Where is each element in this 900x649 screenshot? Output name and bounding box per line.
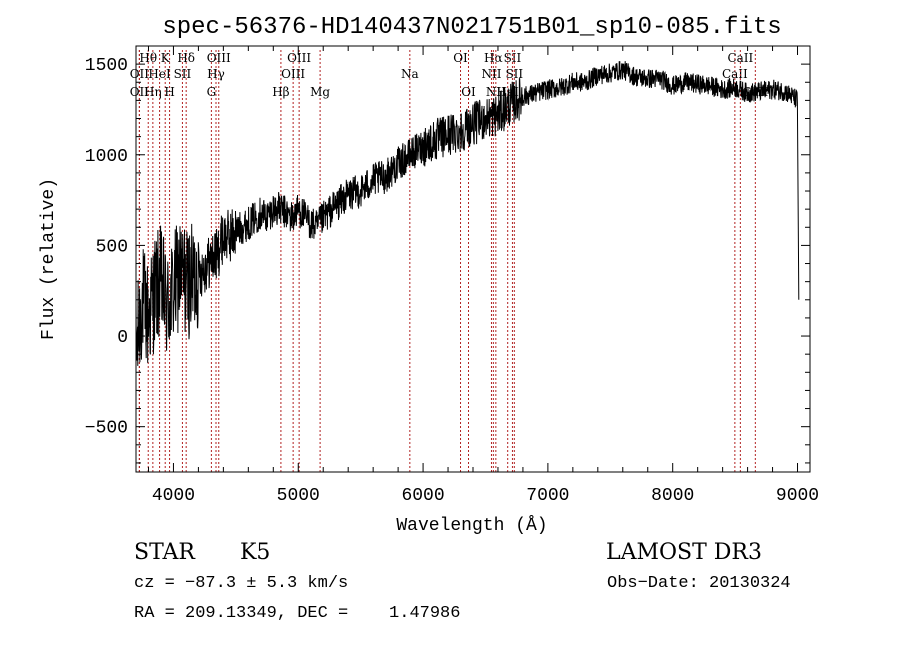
spectral-line-label: Hα — [484, 51, 503, 65]
y-tick-label: 1500 — [85, 56, 128, 76]
spectral-line-label: Na — [401, 67, 419, 81]
spectral-line-label: OIII — [281, 67, 305, 81]
spectral-line-label: CaII — [727, 51, 753, 65]
spectral-line-label: OI — [461, 85, 476, 99]
spectrum-line — [135, 61, 800, 366]
y-tick-label: 500 — [96, 237, 128, 257]
spectral-line-label: SII — [505, 67, 523, 81]
spectral-line-label: Hθ — [139, 51, 157, 65]
chart-title: spec-56376-HD140437N021751B01_sp10-085.f… — [162, 14, 781, 41]
x-tick-label: 8000 — [651, 486, 694, 506]
y-tick-label: 0 — [117, 328, 128, 348]
object-class: STAR — [134, 540, 195, 565]
spectral-line-label: SII — [504, 51, 522, 65]
spectral-line-label: K — [161, 51, 171, 65]
spectral-line-label: Hγ — [207, 67, 225, 81]
x-tick-label: 9000 — [776, 486, 819, 506]
spectral-line-markers: OIIOIIHθHηHeIKHSIIHδGHγOIIIHβOIIIOIIIMgN… — [130, 50, 768, 472]
x-tick-label: 7000 — [526, 486, 569, 506]
object-subclass: K5 — [240, 540, 271, 565]
survey-name: LAMOST DR3 — [606, 540, 762, 565]
observation-date: Obs−Date: 20130324 — [607, 574, 791, 593]
x-axis-label: Wavelength (Å) — [396, 515, 547, 536]
y-axis-label: Flux (relative) — [39, 178, 59, 340]
spectral-line-label: OI — [453, 51, 468, 65]
spectral-line-label: Hδ — [177, 51, 195, 65]
x-tick-label: 6000 — [401, 486, 444, 506]
x-tick-label: 5000 — [277, 486, 320, 506]
spectral-line-label: NII — [481, 67, 501, 81]
y-tick-label: 1000 — [85, 147, 128, 167]
spectrum-series — [135, 61, 800, 366]
spectral-line-label: SII — [174, 67, 192, 81]
y-axis: −500 0 500 1000 1500 — [85, 45, 810, 464]
spectral-line-label: Hη — [144, 85, 162, 99]
spectral-line-label: OII — [130, 85, 150, 99]
spectral-line-label: HeI — [148, 67, 171, 81]
spectral-line-label: OIII — [207, 51, 231, 65]
spectral-line-label: G — [207, 85, 217, 99]
spectral-line-label: CaII — [722, 67, 748, 81]
spectral-line-label: OIII — [287, 51, 311, 65]
y-tick-label: −500 — [85, 419, 128, 439]
spectral-line-label: H — [164, 85, 174, 99]
x-axis: 4000 5000 6000 7000 8000 9000 — [147, 46, 819, 506]
redshift-cz: cz = −87.3 ± 5.3 km/s — [134, 574, 349, 593]
coordinates: RA = 209.13349, DEC = 1.47986 — [134, 604, 461, 623]
spectral-line-label: Mg — [310, 85, 330, 99]
spectral-line-label: Hβ — [272, 85, 289, 99]
x-tick-label: 4000 — [152, 486, 195, 506]
